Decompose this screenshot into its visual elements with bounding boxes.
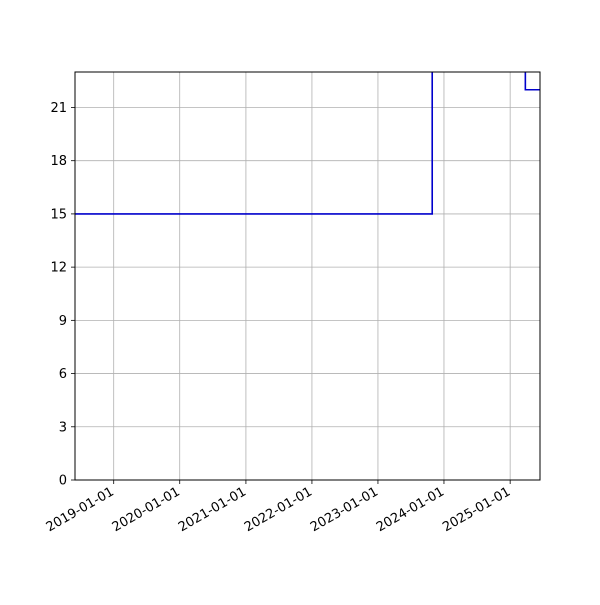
y-tick-label: 3: [59, 420, 67, 435]
y-tick-label: 12: [50, 261, 67, 276]
x-tick-label: 2019-01-01: [44, 484, 117, 535]
x-tick-label: 2020-01-01: [110, 484, 183, 535]
y-tick-label: 6: [59, 367, 67, 382]
x-tick-label: 2025-01-01: [440, 484, 513, 535]
y-tick-label: 18: [50, 154, 67, 169]
y-tick-label: 21: [50, 101, 67, 116]
series-layer: [75, 72, 540, 215]
x-axis-ticks: 2019-01-012020-01-012021-01-012022-01-01…: [44, 480, 513, 535]
series-line: [524, 72, 540, 91]
y-tick-label: 15: [50, 207, 67, 222]
plot-frame: [74, 71, 541, 481]
x-tick-label: 2024-01-01: [374, 484, 447, 535]
y-axis-ticks: 0 3 6 9 12 15 18 21: [50, 101, 75, 489]
y-tick-label: 0: [59, 474, 67, 489]
grid: [75, 72, 540, 481]
x-tick-label: 2022-01-01: [242, 484, 315, 535]
axes: [74, 71, 541, 481]
x-tick-label: 2021-01-01: [176, 484, 249, 535]
y-tick-label: 9: [59, 314, 67, 329]
x-tick-label: 2023-01-01: [308, 484, 381, 535]
series-line: [75, 72, 434, 215]
